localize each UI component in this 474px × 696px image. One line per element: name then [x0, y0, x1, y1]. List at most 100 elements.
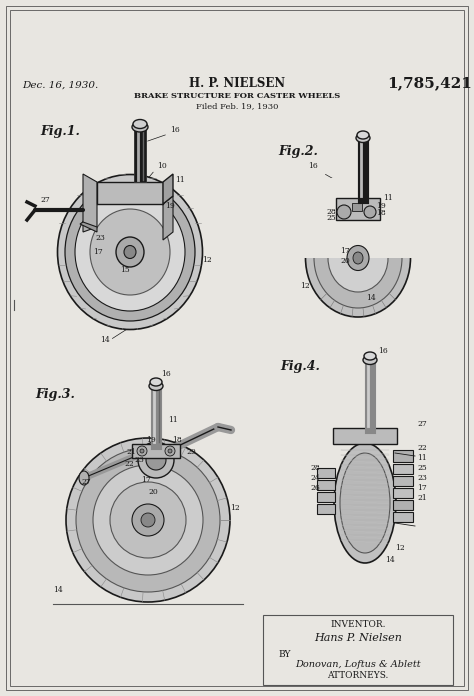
Text: 19: 19	[165, 202, 175, 210]
Circle shape	[165, 446, 175, 456]
Circle shape	[66, 438, 230, 602]
Bar	[393, 512, 413, 522]
Text: 17: 17	[340, 247, 350, 255]
Bar	[298, 178, 418, 258]
Bar	[317, 492, 335, 502]
Text: 27: 27	[81, 478, 91, 486]
Text: 14: 14	[366, 294, 376, 302]
Ellipse shape	[150, 378, 162, 386]
Text: 25: 25	[417, 464, 427, 472]
Polygon shape	[97, 182, 163, 204]
Ellipse shape	[334, 443, 396, 563]
Bar	[263, 615, 453, 685]
Text: 20: 20	[340, 257, 350, 265]
Text: H. P. NIELSEN: H. P. NIELSEN	[189, 77, 285, 90]
Ellipse shape	[306, 199, 410, 317]
Text: 28: 28	[326, 208, 336, 216]
Text: 1,785,421: 1,785,421	[388, 76, 473, 90]
Ellipse shape	[90, 209, 170, 295]
Text: 27: 27	[40, 196, 50, 204]
Text: ATTORNEYS.: ATTORNEYS.	[328, 671, 389, 680]
Ellipse shape	[314, 208, 402, 308]
Text: 26: 26	[310, 484, 320, 492]
Circle shape	[132, 504, 164, 536]
Text: 11: 11	[175, 176, 185, 184]
Text: BRAKE STRUCTURE FOR CASTER WHEELS: BRAKE STRUCTURE FOR CASTER WHEELS	[134, 92, 340, 100]
Ellipse shape	[356, 134, 370, 143]
Text: 17: 17	[141, 476, 151, 484]
Ellipse shape	[328, 224, 388, 292]
Circle shape	[137, 446, 147, 456]
Bar	[336, 198, 380, 220]
Text: 23: 23	[134, 456, 144, 464]
Text: 12: 12	[230, 504, 240, 512]
Text: 16: 16	[378, 347, 388, 355]
Bar	[393, 476, 413, 486]
Text: Hans P. Nielsen: Hans P. Nielsen	[314, 633, 402, 643]
Text: 27: 27	[417, 420, 427, 428]
Text: 10: 10	[157, 162, 167, 170]
Ellipse shape	[65, 183, 195, 321]
Ellipse shape	[149, 381, 163, 390]
Circle shape	[93, 465, 203, 575]
Ellipse shape	[133, 120, 147, 129]
Text: 29: 29	[186, 448, 196, 456]
Polygon shape	[80, 222, 97, 232]
Text: 20: 20	[148, 488, 158, 496]
Text: 17: 17	[417, 484, 427, 492]
Circle shape	[168, 449, 172, 453]
Text: Filed Feb. 19, 1930: Filed Feb. 19, 1930	[196, 102, 278, 110]
Circle shape	[146, 450, 166, 470]
Text: 28: 28	[310, 464, 320, 472]
Ellipse shape	[79, 471, 89, 485]
Ellipse shape	[132, 122, 148, 132]
Text: 11: 11	[168, 416, 178, 424]
Ellipse shape	[357, 131, 369, 139]
Text: 14: 14	[385, 556, 395, 564]
Polygon shape	[163, 174, 173, 204]
Text: 12: 12	[395, 544, 405, 552]
Bar	[352, 203, 362, 211]
Ellipse shape	[364, 352, 376, 360]
Text: 14: 14	[53, 586, 63, 594]
Text: 23: 23	[95, 234, 105, 242]
Bar	[393, 488, 413, 498]
Text: 17: 17	[93, 248, 103, 256]
Bar	[317, 480, 335, 490]
Circle shape	[337, 205, 351, 219]
Text: 18: 18	[376, 209, 386, 217]
Bar	[393, 464, 413, 474]
Ellipse shape	[353, 252, 363, 264]
Ellipse shape	[347, 246, 369, 271]
Text: 16: 16	[161, 370, 171, 378]
Text: 16: 16	[170, 126, 180, 134]
Bar	[333, 428, 397, 444]
Ellipse shape	[116, 237, 144, 267]
Text: Fig.4.: Fig.4.	[280, 360, 320, 373]
Circle shape	[76, 448, 220, 592]
Text: 21: 21	[417, 494, 427, 502]
Bar	[393, 450, 413, 462]
Bar	[317, 504, 335, 514]
Text: Donovan, Loftus & Ablett: Donovan, Loftus & Ablett	[295, 660, 421, 669]
Text: INVENTOR.: INVENTOR.	[330, 620, 386, 629]
Text: 15: 15	[120, 266, 130, 274]
Text: 18: 18	[172, 436, 182, 444]
Text: Fig.3.: Fig.3.	[35, 388, 75, 401]
Text: 11: 11	[383, 194, 393, 202]
Text: Dec. 16, 1930.: Dec. 16, 1930.	[22, 81, 98, 90]
Ellipse shape	[340, 453, 390, 553]
Text: 11: 11	[417, 454, 427, 462]
Bar	[132, 444, 180, 458]
Text: 22: 22	[417, 444, 427, 452]
Text: Fig.1.: Fig.1.	[40, 125, 80, 138]
Circle shape	[138, 442, 174, 478]
Text: 12: 12	[300, 282, 310, 290]
Text: 19: 19	[376, 202, 386, 210]
Text: 21: 21	[126, 448, 136, 456]
Text: 22: 22	[124, 460, 134, 468]
Circle shape	[110, 482, 186, 558]
Ellipse shape	[124, 246, 136, 258]
Text: BY: BY	[278, 650, 291, 659]
Text: Fig.2.: Fig.2.	[278, 145, 318, 158]
